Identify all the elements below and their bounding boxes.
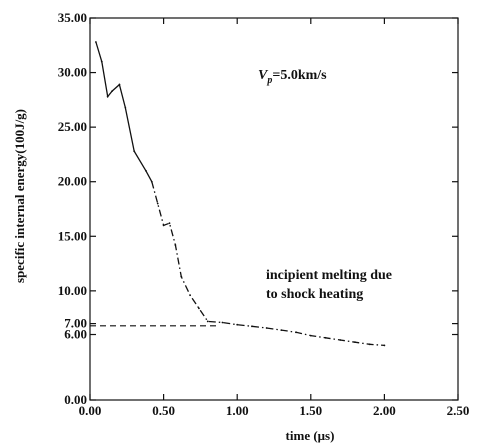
data-point xyxy=(150,180,153,183)
data-point xyxy=(145,169,147,172)
ticks: 0.00 0.50 1.00 1.50 2.00 2.50 0.00 6.007.00 10.0… xyxy=(58,10,470,418)
data-point xyxy=(251,325,253,328)
data-point xyxy=(265,327,268,329)
x-tick-label: 1.50 xyxy=(299,403,322,418)
data-point xyxy=(221,321,224,324)
y-axis-label: specific internal energy(100J/g) xyxy=(12,109,27,283)
data-point xyxy=(118,83,121,86)
x-tick-label: 1.00 xyxy=(226,403,249,418)
plot-frame xyxy=(89,17,459,401)
data-point xyxy=(295,331,297,334)
data-point xyxy=(133,150,136,153)
data-point xyxy=(383,344,386,347)
y-tick-label: 25.00 xyxy=(58,119,87,134)
data-point xyxy=(106,95,109,98)
y-tick-label: 6.00 xyxy=(64,327,87,342)
x-tick-label: 0.50 xyxy=(152,403,175,418)
y-tick-label: 7.00 xyxy=(64,316,87,331)
data-point xyxy=(111,90,113,93)
labels: specific internal energy(100J/g) time (μ… xyxy=(12,68,392,443)
data-point xyxy=(189,294,191,297)
data-point xyxy=(339,339,342,341)
x-axis-label-text: time (μs) xyxy=(286,428,335,443)
vp-symbol: V xyxy=(258,68,269,83)
data-point xyxy=(100,60,103,63)
vp-subscript: p xyxy=(266,75,272,86)
data-point xyxy=(198,307,200,310)
data-point xyxy=(236,323,239,326)
data-point xyxy=(168,222,171,225)
data-point xyxy=(354,341,356,344)
y-tick-label: 35.00 xyxy=(58,10,87,25)
data-point xyxy=(324,336,327,339)
series-line-solid xyxy=(95,41,153,183)
series-line-dashdot xyxy=(151,181,385,347)
y-tick-label: 0.00 xyxy=(64,392,87,407)
axes xyxy=(89,17,459,401)
data-point xyxy=(156,202,159,205)
x-tick-label: 2.00 xyxy=(373,403,396,418)
melting-annotation-line2: to shock heating xyxy=(266,287,363,302)
series xyxy=(94,41,386,347)
data-point xyxy=(124,106,127,109)
y-tick-label: 20.00 xyxy=(58,174,87,189)
melting-annotation-line1: incipient melting due xyxy=(266,268,392,283)
data-point xyxy=(368,343,371,346)
y-tick-label: 10.00 xyxy=(58,283,87,298)
data-point xyxy=(309,334,312,337)
y-tick-label: 15.00 xyxy=(58,228,87,243)
data-point xyxy=(162,224,165,227)
data-point xyxy=(180,275,183,278)
x-tick-label: 2.50 xyxy=(447,403,470,418)
x-axis-label: time (μs) xyxy=(286,428,335,443)
data-point xyxy=(280,329,283,332)
data-point xyxy=(206,320,209,323)
y-tick-label: 30.00 xyxy=(58,65,87,80)
vp-value: =5.0km/s xyxy=(272,68,327,83)
data-point xyxy=(94,41,97,43)
data-point xyxy=(174,244,177,246)
x-tick-label: 0.00 xyxy=(79,403,102,418)
vp-annotation: Vp=5.0km/s xyxy=(258,68,327,86)
